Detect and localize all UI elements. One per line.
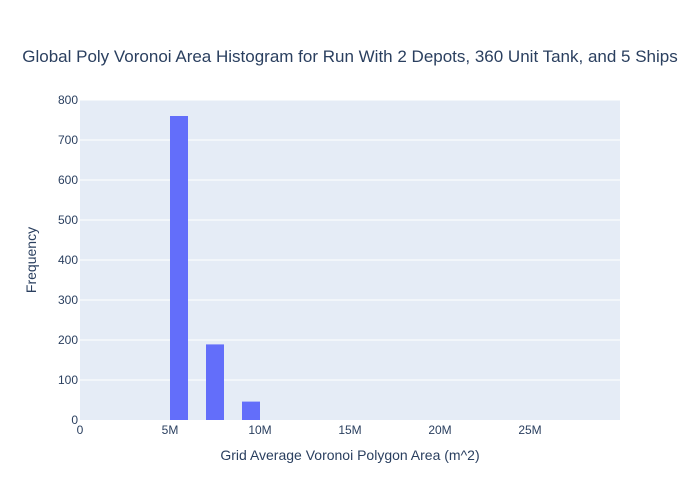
- histogram-bar: [242, 401, 260, 420]
- x-tick-label: 15M: [338, 423, 361, 437]
- x-tick-label: 20M: [428, 423, 451, 437]
- histogram-bar: [170, 116, 188, 420]
- y-tick-label: 700: [58, 133, 78, 147]
- histogram-bar: [206, 344, 224, 420]
- x-tick-label: 25M: [518, 423, 541, 437]
- y-tick-label: 100: [58, 373, 78, 387]
- y-axis-title: Frequency: [23, 227, 39, 293]
- y-tick-label: 0: [71, 413, 78, 427]
- y-tick-label: 400: [58, 253, 78, 267]
- x-tick-label: 10M: [248, 423, 271, 437]
- y-tick-label: 800: [58, 93, 78, 107]
- y-tick-label: 600: [58, 173, 78, 187]
- chart-title: Global Poly Voronoi Area Histogram for R…: [22, 47, 677, 66]
- y-tick-label: 200: [58, 333, 78, 347]
- x-tick-label: 5M: [162, 423, 179, 437]
- x-tick-label: 0: [77, 423, 84, 437]
- y-tick-labels: 0 100 200 300 400 500 600 700 800: [58, 93, 78, 427]
- y-tick-label: 300: [58, 293, 78, 307]
- x-tick-labels: 0 5M 10M 15M 20M 25M: [77, 423, 542, 437]
- bars: [170, 116, 260, 420]
- y-tick-label: 500: [58, 213, 78, 227]
- x-axis-title: Grid Average Voronoi Polygon Area (m^2): [220, 447, 479, 463]
